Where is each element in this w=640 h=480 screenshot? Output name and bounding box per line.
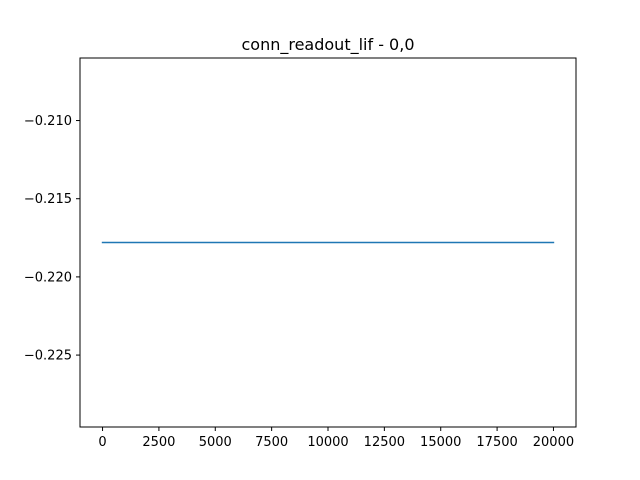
x-tick-label-1: 2500 — [142, 435, 175, 450]
y-tick-label-2: −0.220 — [24, 270, 72, 285]
y-tick-label-0: −0.210 — [24, 114, 72, 129]
x-tick-label-7: 17500 — [476, 435, 517, 450]
x-tick-label-3: 7500 — [255, 435, 288, 450]
x-tick-label-5: 12500 — [364, 435, 405, 450]
plot-area: 0 2500 5000 7500 10000 12500 15000 17500 20000 −0… — [24, 57, 577, 450]
x-tick-label-0: 0 — [98, 435, 106, 450]
x-tick-label-2: 5000 — [199, 435, 232, 450]
y-tick-label-1: −0.215 — [24, 192, 72, 207]
x-tick-label-6: 15000 — [420, 435, 461, 450]
x-tick-label-4: 10000 — [307, 435, 348, 450]
x-tick-label-8: 20000 — [533, 435, 574, 450]
y-tick-label-3: −0.225 — [24, 349, 72, 364]
chart-title: conn_readout_lif - 0,0 — [241, 35, 414, 55]
